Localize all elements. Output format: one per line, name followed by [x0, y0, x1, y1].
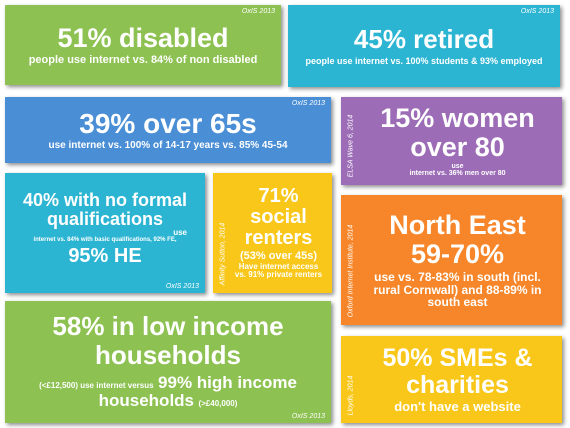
headline: 45% retired [353, 23, 495, 54]
tile: Affinity Sutton, 2014 71% social renters… [213, 173, 332, 293]
tile: OxIS 2013 51% disabled people use intern… [5, 5, 281, 85]
detail: internet vs. 84% with basic qualificatio… [33, 236, 177, 243]
detail: 99% high income [158, 372, 297, 392]
detail: households [98, 391, 195, 411]
tile: OxIS 2013 45% retired people use interne… [288, 5, 560, 87]
detail: use vs. 78-83% in south (incl. [374, 269, 541, 284]
headline: renters [244, 227, 313, 250]
detail: south east [427, 295, 488, 310]
headline: social [250, 206, 307, 229]
source: ELSA Wave 6, 2014 [347, 114, 355, 177]
source: Affinity Sutton, 2014 [219, 222, 227, 285]
tile: Lloyds, 2014 50% SMEs & charities don't … [341, 336, 562, 423]
headline: 51% disabled [57, 22, 229, 53]
detail-line: (<£12,500) use internet versus 99% high … [39, 372, 297, 393]
headline: 50% SMEs & [382, 344, 533, 373]
headline: 58% in low income [52, 310, 284, 341]
detail: internet vs. 36% men over 80 [409, 170, 506, 178]
headline: 59-70% [410, 238, 505, 269]
detail: (53% over 45s) [239, 250, 318, 263]
source: Oxford Internet Institute, 2014 [347, 224, 355, 317]
detail: people use internet vs. 100% students & … [305, 55, 543, 66]
highlight: 95% HE [68, 245, 142, 268]
detail: rural Cornwall) and 88-89% in [373, 282, 542, 297]
detail: people use internet vs. 84% of non disab… [28, 53, 258, 66]
detail: (>£40,000) [198, 399, 238, 409]
headline: 39% over 65s [79, 107, 257, 139]
tile: OxIS 2013 40% with no formal qualificati… [5, 173, 205, 293]
source: OxIS 2013 [241, 8, 275, 15]
detail-line: households (>£40,000) [99, 392, 238, 411]
headline: 40% with no formal [22, 189, 188, 210]
headline: households [95, 340, 241, 371]
detail: vs. 91% private renters [234, 270, 323, 280]
source: OxIS 2013 [165, 282, 199, 290]
tile: Oxford Internet Institute, 2014 North Ea… [341, 195, 562, 325]
tile: OxIS 2013 39% over 65s use internet vs. … [5, 97, 331, 163]
source: OxIS 2013 [520, 8, 554, 15]
detail: use internet vs. 100% of 14-17 years vs.… [48, 139, 288, 151]
detail: Have internet access [238, 261, 319, 271]
tile: ELSA Wave 6, 2014 15% women over 80 use … [341, 97, 562, 185]
detail: use [173, 227, 187, 237]
source: OxIS 2013 [291, 412, 325, 420]
headline: over 80 [410, 131, 505, 162]
source: OxIS 2013 [291, 100, 325, 107]
tile: OxIS 2013 58% in low income households (… [5, 301, 331, 423]
detail: (<£12,500) use internet versus [39, 380, 154, 390]
headline: 15% women [380, 103, 535, 134]
headline: charities [406, 370, 509, 399]
headline: North East [389, 210, 526, 241]
source: Lloyds, 2014 [347, 375, 355, 415]
headline: 71% [258, 185, 299, 208]
detail: don't have a website [394, 398, 521, 414]
detail: use [451, 163, 464, 170]
headline: qualifications [46, 208, 163, 229]
